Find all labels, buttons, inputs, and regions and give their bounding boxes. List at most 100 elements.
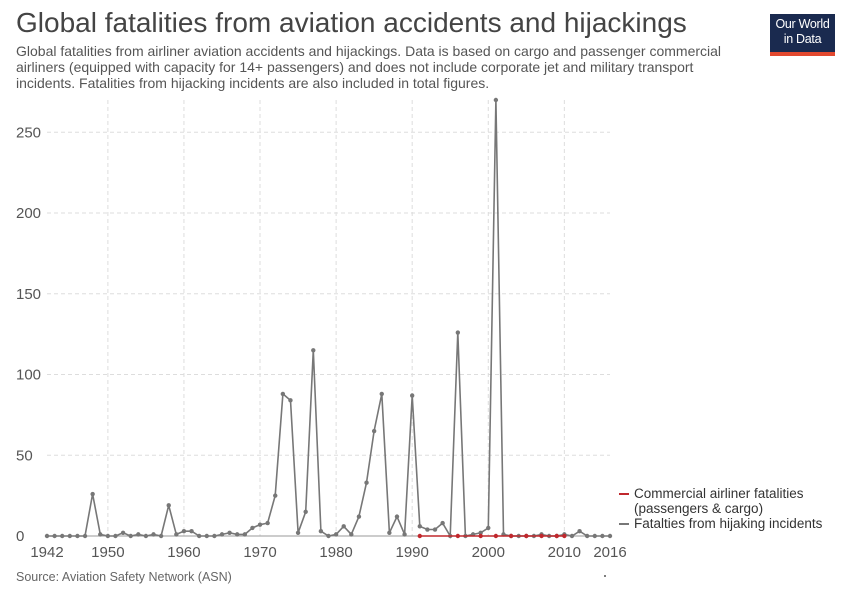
chart-title: Global fatalities from aviation accident…	[16, 7, 687, 38]
data-point[interactable]	[212, 533, 217, 539]
x-tick-label: 2016	[593, 544, 626, 561]
data-point[interactable]	[265, 520, 270, 526]
data-point[interactable]	[219, 532, 225, 537]
data-point[interactable]	[75, 533, 80, 539]
data-point[interactable]	[242, 532, 248, 537]
data-point[interactable]	[166, 503, 171, 508]
data-point[interactable]	[128, 533, 133, 539]
data-point[interactable]	[440, 520, 445, 526]
data-point[interactable]	[326, 533, 331, 539]
data-point[interactable]	[143, 533, 149, 539]
data-point[interactable]	[189, 528, 194, 534]
y-tick-label: 200	[16, 205, 41, 222]
y-tick-label: 150	[16, 286, 41, 303]
data-point[interactable]	[250, 525, 255, 531]
data-point[interactable]	[493, 533, 499, 539]
data-point[interactable]	[584, 533, 590, 539]
data-point[interactable]	[151, 532, 156, 537]
data-point[interactable]	[592, 533, 597, 539]
data-point[interactable]	[288, 398, 293, 403]
data-point[interactable]	[98, 532, 103, 537]
data-point[interactable]	[318, 528, 324, 534]
data-point[interactable]	[303, 509, 308, 514]
data-point[interactable]	[364, 480, 369, 485]
data-point[interactable]	[60, 533, 65, 539]
x-tick-label: 1950	[91, 544, 124, 561]
data-point[interactable]	[204, 533, 209, 539]
data-point[interactable]	[478, 533, 483, 539]
data-point[interactable]	[356, 514, 362, 519]
chart-series	[44, 97, 613, 539]
data-point[interactable]	[554, 533, 559, 539]
x-tick-label: 1970	[243, 544, 276, 561]
data-point[interactable]	[273, 493, 278, 498]
data-point[interactable]	[508, 533, 514, 539]
x-tick-label: 1942	[30, 544, 63, 561]
x-tick-label: 1960	[167, 544, 200, 561]
footer-dot	[604, 575, 606, 577]
data-point[interactable]	[44, 533, 50, 539]
data-point[interactable]	[524, 533, 529, 539]
x-axis-ticks: 1942 1950 1960 1970 1980 1990 2000 2010 2016	[30, 544, 626, 561]
data-point[interactable]	[577, 528, 582, 534]
data-point[interactable]	[425, 527, 430, 532]
y-axis-ticks: 0 50 100 150 200 250	[16, 124, 41, 545]
data-point[interactable]	[486, 525, 491, 531]
x-tick-label: 1990	[396, 544, 429, 561]
legend-item[interactable]: Fatalties from hijaking incidents	[619, 516, 823, 531]
data-point[interactable]	[341, 524, 346, 529]
data-point[interactable]	[371, 428, 377, 434]
data-point[interactable]	[295, 530, 301, 535]
y-tick-label: 100	[16, 367, 41, 384]
data-point[interactable]	[387, 530, 392, 535]
series-commercial-fatalities	[417, 533, 567, 539]
data-point[interactable]	[158, 533, 164, 539]
data-point[interactable]	[113, 533, 118, 539]
owid-logo[interactable]: Our World in Data	[770, 14, 835, 56]
data-point[interactable]	[90, 491, 95, 497]
data-point[interactable]	[455, 533, 461, 539]
data-point[interactable]	[257, 522, 263, 527]
source-note: Source: Aviation Safety Network (ASN)	[16, 570, 232, 584]
data-point[interactable]	[120, 530, 126, 535]
data-point[interactable]	[311, 348, 316, 353]
data-point[interactable]	[379, 391, 384, 397]
legend-label: Fatalties from hijaking incidents	[634, 516, 823, 531]
x-tick-label: 1980	[319, 544, 352, 561]
data-point[interactable]	[280, 391, 286, 397]
data-point[interactable]	[409, 393, 415, 398]
data-point[interactable]	[82, 533, 88, 539]
data-point[interactable]	[607, 533, 613, 539]
y-tick-label: 250	[16, 124, 41, 141]
data-point[interactable]	[105, 533, 111, 539]
chart-grid	[47, 100, 610, 536]
data-point[interactable]	[196, 533, 202, 539]
series-hijacking-fatalities	[44, 97, 613, 539]
data-point[interactable]	[539, 533, 544, 539]
data-point[interactable]	[432, 527, 438, 532]
data-point[interactable]	[333, 532, 339, 537]
data-point[interactable]	[417, 524, 422, 529]
data-point[interactable]	[136, 532, 141, 537]
data-point[interactable]	[600, 533, 605, 539]
data-point[interactable]	[417, 533, 422, 539]
data-point[interactable]	[402, 532, 407, 537]
data-point[interactable]	[174, 532, 179, 537]
x-tick-label: 2000	[472, 544, 505, 561]
logo-line-1: Our World	[775, 17, 830, 31]
legend-label: Commercial airliner fatalities (passenger…	[634, 486, 804, 516]
data-point[interactable]	[349, 532, 354, 537]
data-point[interactable]	[181, 528, 187, 534]
data-point[interactable]	[493, 97, 499, 103]
legend-item[interactable]: Commercial airliner fatalities (passenger…	[619, 486, 804, 516]
data-point[interactable]	[394, 514, 400, 519]
data-point[interactable]	[227, 530, 232, 535]
data-point[interactable]	[478, 530, 483, 535]
data-point[interactable]	[235, 532, 240, 537]
data-point[interactable]	[67, 533, 73, 539]
data-point[interactable]	[569, 533, 575, 539]
data-point[interactable]	[455, 330, 461, 335]
data-point[interactable]	[562, 533, 567, 539]
data-point[interactable]	[52, 533, 57, 539]
